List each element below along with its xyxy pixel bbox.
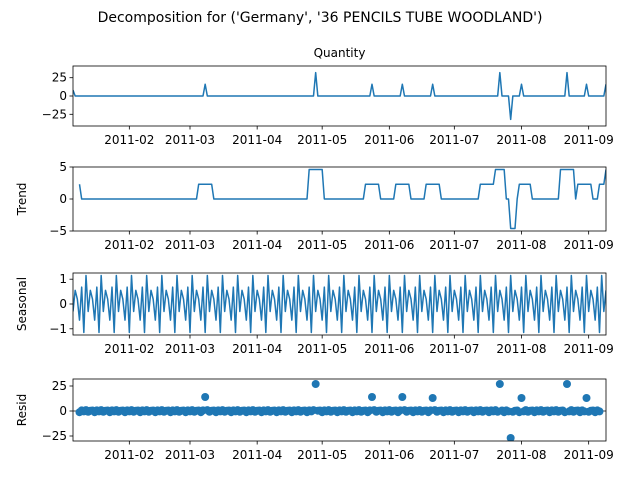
series-line: [78, 168, 606, 230]
x-tick-label: 2011-09: [564, 342, 614, 356]
x-tick-label: 2011-07: [429, 238, 479, 252]
x-tick-label: 2011-03: [165, 238, 215, 252]
figure-suptitle: Decomposition for ('Germany', '36 PENCIL…: [98, 10, 543, 26]
x-tick-label: 2011-07: [429, 448, 479, 462]
resid-point: [398, 393, 407, 401]
x-tick-label: 2011-06: [364, 133, 414, 147]
resid-point: [495, 380, 504, 388]
subplot-1: Quantity −25 0 25 2011-02 2011-03 2011-04 2011-…: [42, 46, 614, 147]
series-line: [73, 71, 606, 121]
y-tick-label: 0: [59, 404, 67, 418]
y-tick-label: 5: [59, 160, 67, 174]
subplot-4: Resid −25 0 25 2011-02 2011-03 2011-04 2011-05 2…: [15, 378, 614, 462]
x-tick-label: 2011-09: [564, 238, 614, 252]
x-tick-label: 2011-04: [232, 448, 282, 462]
resid-point: [582, 394, 591, 402]
x-tick-label: 2011-06: [364, 238, 414, 252]
y-tick-label: 0: [59, 192, 67, 206]
x-tick-label: 2011-03: [165, 133, 215, 147]
y-tick-label: −25: [42, 107, 67, 121]
resid-point: [311, 380, 320, 388]
resid-point: [517, 394, 526, 402]
y-tick-label: −1: [49, 322, 67, 336]
y-tick-label: −5: [49, 224, 67, 238]
y-tick-label: 1: [59, 272, 67, 286]
axes-frame: [72, 378, 607, 442]
x-tick-label: 2011-07: [429, 342, 479, 356]
x-tick-label: 2011-04: [232, 133, 282, 147]
x-tick-label: 2011-08: [496, 342, 546, 356]
y-tick-label: 0: [59, 89, 67, 103]
y-axis-label: Seasonal: [15, 277, 29, 331]
y-tick-label: 25: [52, 71, 67, 85]
x-tick-label: 2011-05: [297, 238, 347, 252]
x-tick-label: 2011-07: [429, 133, 479, 147]
resid-point: [595, 407, 604, 416]
x-tick-label: 2011-05: [297, 133, 347, 147]
subplot-panels: Quantity −25 0 25 2011-02 2011-03 2011-04 2011-…: [15, 46, 614, 462]
y-tick-label: −25: [42, 429, 67, 443]
x-tick-label: 2011-02: [104, 238, 154, 252]
y-axis-label: Trend: [15, 183, 29, 217]
x-tick-label: 2011-02: [104, 448, 154, 462]
data-layer: [73, 71, 606, 121]
y-axis-label: Resid: [15, 394, 29, 426]
x-tick-label: 2011-09: [564, 448, 614, 462]
data-layer: [73, 380, 606, 441]
x-tick-label: 2011-05: [297, 342, 347, 356]
x-tick-label: 2011-06: [364, 342, 414, 356]
subplot-2: Trend −5 0 5 2011-02 2011-03 2011-04 2011-05 201…: [15, 160, 614, 252]
seasonal-line: [73, 274, 606, 334]
y-tick-label: 0: [59, 297, 67, 311]
x-tick-label: 2011-08: [496, 448, 546, 462]
x-tick-label: 2011-03: [165, 448, 215, 462]
data-layer: [78, 168, 606, 230]
x-tick-label: 2011-02: [104, 133, 154, 147]
x-tick-label: 2011-04: [232, 342, 282, 356]
x-tick-label: 2011-09: [564, 133, 614, 147]
x-tick-label: 2011-08: [496, 133, 546, 147]
resid-point: [563, 380, 571, 388]
x-tick-label: 2011-03: [165, 342, 215, 356]
resid-point: [428, 394, 437, 402]
resid-point: [368, 393, 376, 401]
data-layer: [73, 274, 606, 334]
y-tick-label: 25: [52, 379, 67, 393]
subplot-3: Seasonal −1 0 1 2011-02 2011-03 2011-04 2011-05…: [15, 272, 614, 356]
x-tick-label: 2011-04: [232, 238, 282, 252]
x-tick-label: 2011-05: [297, 448, 347, 462]
x-tick-label: 2011-02: [104, 342, 154, 356]
resid-point: [506, 434, 515, 441]
subplot-title: Quantity: [314, 46, 366, 60]
resid-point: [201, 393, 210, 401]
x-tick-label: 2011-08: [496, 238, 546, 252]
x-tick-label: 2011-06: [364, 448, 414, 462]
